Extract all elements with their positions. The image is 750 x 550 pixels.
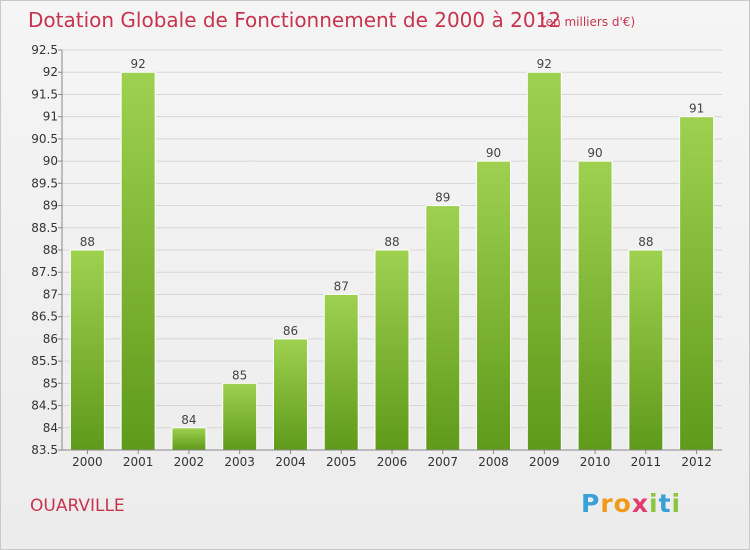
value-label: 92 bbox=[131, 57, 146, 71]
value-label: 87 bbox=[334, 279, 349, 293]
value-label: 91 bbox=[689, 102, 704, 116]
x-tick-label: 2006 bbox=[377, 455, 408, 469]
x-tick-label: 2010 bbox=[580, 455, 611, 469]
x-tick-label: 2004 bbox=[275, 455, 306, 469]
bar-2000 bbox=[69, 249, 105, 451]
value-label: 92 bbox=[537, 57, 552, 71]
x-tick-label: 2011 bbox=[631, 455, 662, 469]
y-tick-label: 85.5 bbox=[31, 354, 58, 368]
chart-title: Dotation Globale de Fonctionnement de 20… bbox=[28, 8, 561, 32]
x-tick-label: 2000 bbox=[72, 455, 103, 469]
value-label: 84 bbox=[181, 413, 196, 427]
x-tick-label: 2005 bbox=[326, 455, 357, 469]
x-tick-label: 2009 bbox=[529, 455, 560, 469]
x-tick-label: 2007 bbox=[427, 455, 458, 469]
bar-2010 bbox=[577, 160, 613, 451]
x-tick-label: 2008 bbox=[478, 455, 509, 469]
y-tick-label: 90 bbox=[43, 154, 58, 168]
logo-letter: P bbox=[581, 489, 601, 518]
y-tick-label: 92 bbox=[43, 65, 58, 79]
bar-2005 bbox=[323, 293, 359, 451]
x-tick-label: 2003 bbox=[224, 455, 255, 469]
bar-2006 bbox=[374, 249, 410, 451]
y-tick-label: 91.5 bbox=[31, 87, 58, 101]
logo-letter: t bbox=[658, 489, 672, 518]
value-label: 89 bbox=[435, 191, 450, 205]
logo-letter: o bbox=[613, 489, 632, 518]
y-tick-label: 87 bbox=[43, 287, 58, 301]
y-tick-label: 91 bbox=[43, 110, 58, 124]
bar-2003 bbox=[222, 382, 258, 451]
value-label: 90 bbox=[486, 146, 501, 160]
bar-2001 bbox=[120, 71, 156, 451]
bar-2004 bbox=[272, 338, 308, 451]
logo-letter: x bbox=[631, 489, 649, 518]
y-tick-label: 87.5 bbox=[31, 265, 58, 279]
logo-letter: r bbox=[600, 489, 614, 518]
y-tick-label: 88.5 bbox=[31, 221, 58, 235]
bar-2011 bbox=[628, 249, 664, 451]
commune-name: OUARVILLE bbox=[30, 496, 125, 516]
bar-2002 bbox=[171, 427, 207, 451]
x-tick-label: 2012 bbox=[681, 455, 712, 469]
value-label: 90 bbox=[587, 146, 602, 160]
x-tick-label: 2002 bbox=[174, 455, 205, 469]
bar-2009 bbox=[526, 71, 562, 451]
bar-2007 bbox=[425, 205, 461, 451]
y-tick-label: 89 bbox=[43, 199, 58, 213]
proxiti-logo[interactable]: Proxiti bbox=[581, 489, 681, 518]
y-tick-label: 84 bbox=[43, 421, 58, 435]
bar-2008 bbox=[476, 160, 512, 451]
chart-subtitle: (en milliers d'€) bbox=[541, 15, 636, 29]
y-tick-label: 86 bbox=[43, 332, 58, 346]
y-tick-label: 83.5 bbox=[31, 443, 58, 457]
y-tick-label: 90.5 bbox=[31, 132, 58, 146]
bars bbox=[69, 71, 715, 451]
value-label: 88 bbox=[638, 235, 653, 249]
value-label: 85 bbox=[232, 368, 247, 382]
y-tick-label: 88 bbox=[43, 243, 58, 257]
y-tick-label: 85 bbox=[43, 376, 58, 390]
labels: 88 92 84 85 86 87 88 89 90 92 90 88 91 bbox=[80, 57, 705, 427]
bar-2012 bbox=[679, 116, 715, 451]
y-tick-label: 86.5 bbox=[31, 310, 58, 324]
y-tick-label: 92.5 bbox=[31, 43, 58, 57]
value-label: 88 bbox=[80, 235, 95, 249]
y-tick-label: 84.5 bbox=[31, 399, 58, 413]
logo-letter: i bbox=[649, 489, 659, 518]
value-label: 86 bbox=[283, 324, 298, 338]
y-tick-label: 89.5 bbox=[31, 176, 58, 190]
x-tick-label: 2001 bbox=[123, 455, 154, 469]
value-label: 88 bbox=[384, 235, 399, 249]
axes: 83.5 84 84.5 85 85.5 86 86.5 87 87.5 88 88.5 89 89.5… bbox=[31, 43, 722, 469]
logo-letter: i bbox=[671, 489, 682, 518]
